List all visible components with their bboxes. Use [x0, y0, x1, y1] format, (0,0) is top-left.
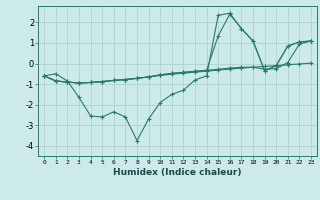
X-axis label: Humidex (Indice chaleur): Humidex (Indice chaleur) — [113, 168, 242, 177]
